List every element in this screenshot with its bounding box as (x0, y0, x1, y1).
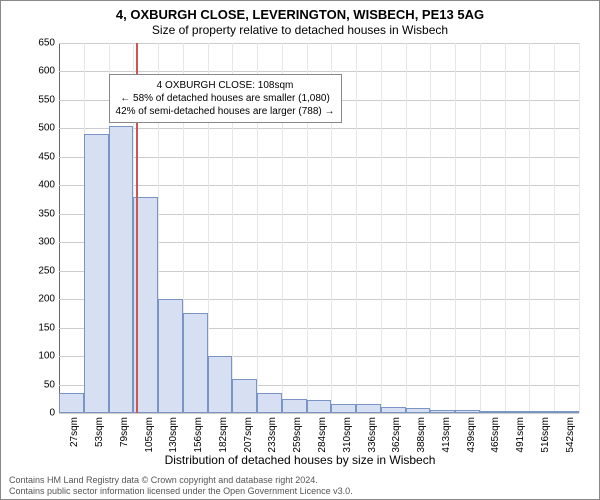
grid-line-v (406, 43, 407, 413)
x-tick-label: 27sqm (69, 417, 80, 447)
grid-line-v (505, 43, 506, 413)
x-tick-label: 53sqm (94, 417, 105, 447)
histogram-bar (505, 411, 530, 413)
grid-line-v (356, 43, 357, 413)
x-tick-label: 362sqm (391, 417, 402, 453)
x-tick-label: 233sqm (267, 417, 278, 453)
grid-line-v (455, 43, 456, 413)
x-tick-label: 310sqm (342, 417, 353, 453)
grid-line-v (381, 43, 382, 413)
y-tick-label: 650 (38, 38, 55, 49)
x-tick-label: 130sqm (168, 417, 179, 453)
y-tick-label: 250 (38, 265, 55, 276)
grid-line-v (430, 43, 431, 413)
histogram-bar (554, 411, 579, 413)
histogram-bar (455, 410, 480, 413)
y-tick-label: 0 (49, 408, 55, 419)
x-tick-label: 105sqm (144, 417, 155, 453)
histogram-bar (183, 313, 208, 413)
annotation-line: ← 58% of detached houses are smaller (1,… (116, 92, 335, 105)
y-tick-label: 350 (38, 208, 55, 219)
histogram-bar (282, 399, 307, 413)
grid-line-h (59, 413, 579, 414)
histogram-bar (109, 126, 134, 413)
grid-line-v (554, 43, 555, 413)
x-tick-label: 491sqm (515, 417, 526, 453)
y-tick-label: 300 (38, 237, 55, 248)
x-axis-label: Distribution of detached houses by size … (1, 453, 599, 467)
x-tick-label: 284sqm (317, 417, 328, 453)
grid-line-v (529, 43, 530, 413)
x-tick-label: 413sqm (441, 417, 452, 453)
histogram-bar (208, 356, 233, 413)
footer-line1: Contains HM Land Registry data © Crown c… (9, 475, 318, 485)
x-tick-label: 79sqm (119, 417, 130, 447)
x-tick-label: 259sqm (292, 417, 303, 453)
histogram-bar (84, 134, 109, 413)
histogram-bar (59, 393, 84, 413)
histogram-bar (257, 393, 282, 413)
histogram-bar (529, 411, 554, 413)
y-tick-label: 200 (38, 294, 55, 305)
chart-container: 4, OXBURGH CLOSE, LEVERINGTON, WISBECH, … (0, 0, 600, 500)
histogram-bar (480, 411, 505, 413)
y-tick-label: 600 (38, 66, 55, 77)
x-tick-label: 388sqm (416, 417, 427, 453)
chart-title-line2: Size of property relative to detached ho… (1, 23, 599, 37)
plot-area: 0501001502002503003504004505005506006502… (59, 43, 579, 413)
grid-line-v (579, 43, 580, 413)
histogram-bar (158, 299, 183, 413)
y-tick-label: 450 (38, 151, 55, 162)
x-tick-label: 207sqm (243, 417, 254, 453)
x-tick-label: 182sqm (218, 417, 229, 453)
histogram-bar (232, 379, 257, 413)
annotation-box: 4 OXBURGH CLOSE: 108sqm← 58% of detached… (109, 74, 342, 123)
grid-line-v (480, 43, 481, 413)
footer-line2: Contains public sector information licen… (9, 486, 353, 496)
plot-inner: 0501001502002503003504004505005506006502… (59, 43, 579, 413)
x-tick-label: 156sqm (193, 417, 204, 453)
histogram-bar (406, 408, 431, 413)
y-tick-label: 100 (38, 351, 55, 362)
y-tick-label: 50 (44, 379, 55, 390)
chart-title-line1: 4, OXBURGH CLOSE, LEVERINGTON, WISBECH, … (1, 7, 599, 22)
annotation-line: 42% of semi-detached houses are larger (… (116, 105, 335, 118)
histogram-bar (331, 404, 356, 413)
annotation-line: 4 OXBURGH CLOSE: 108sqm (116, 79, 335, 92)
x-tick-label: 439sqm (466, 417, 477, 453)
y-tick-label: 150 (38, 322, 55, 333)
x-tick-label: 336sqm (367, 417, 378, 453)
x-tick-label: 465sqm (490, 417, 501, 453)
histogram-bar (381, 407, 406, 413)
y-tick-label: 550 (38, 94, 55, 105)
histogram-bar (356, 404, 381, 413)
y-axis-line (59, 43, 60, 413)
histogram-bar (430, 410, 455, 413)
y-tick-label: 400 (38, 180, 55, 191)
x-tick-label: 516sqm (540, 417, 551, 453)
y-tick-label: 500 (38, 123, 55, 134)
x-tick-label: 542sqm (565, 417, 576, 453)
histogram-bar (307, 400, 332, 413)
